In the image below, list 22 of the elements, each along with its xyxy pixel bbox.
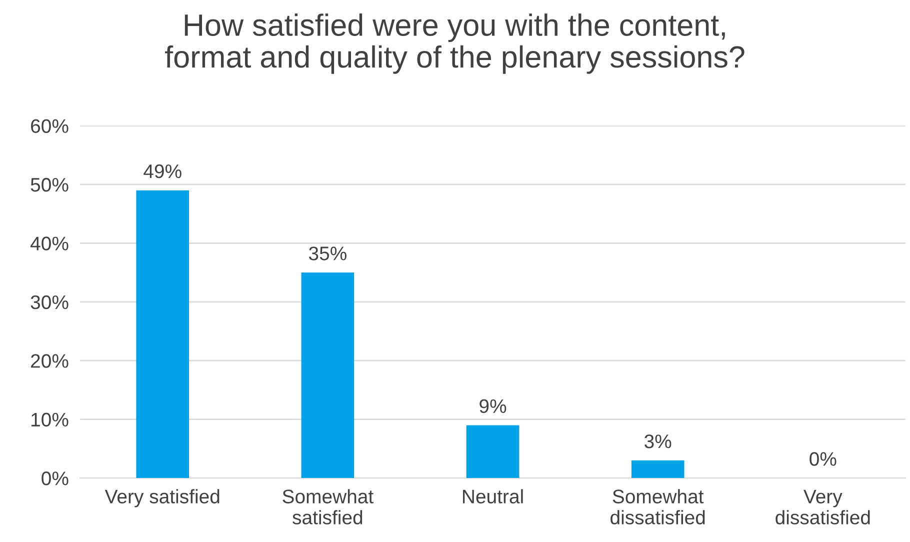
bar <box>466 425 520 478</box>
y-tick-label: 40% <box>30 236 68 250</box>
y-tick-label: 20% <box>31 354 68 368</box>
bar <box>631 460 684 478</box>
data-label: 0% <box>810 452 836 466</box>
y-tick-label: 0% <box>42 472 68 486</box>
x-tick-label: Very dissatisfied <box>776 490 870 524</box>
x-tick-label: Somewhat satisfied <box>282 489 374 524</box>
data-label: 35% <box>308 246 346 260</box>
data-label: 3% <box>644 434 672 448</box>
y-tick-label: 60% <box>31 119 68 133</box>
y-tick-label: 30% <box>30 295 68 310</box>
x-tick-label: Very satisfied <box>104 489 220 508</box>
x-tick-label: Somewhat dissatisfied <box>610 489 705 524</box>
bar <box>301 272 354 478</box>
y-tick-label: 50% <box>30 178 68 192</box>
data-label: 49% <box>144 164 182 178</box>
chart-title: How satisfied were you with the content, format and quality of the plenary sessions? <box>165 14 744 74</box>
data-label: 9% <box>480 399 506 414</box>
x-tick-label: Neutral <box>463 489 523 504</box>
bar <box>136 190 190 478</box>
y-tick-label: 10% <box>32 412 68 427</box>
